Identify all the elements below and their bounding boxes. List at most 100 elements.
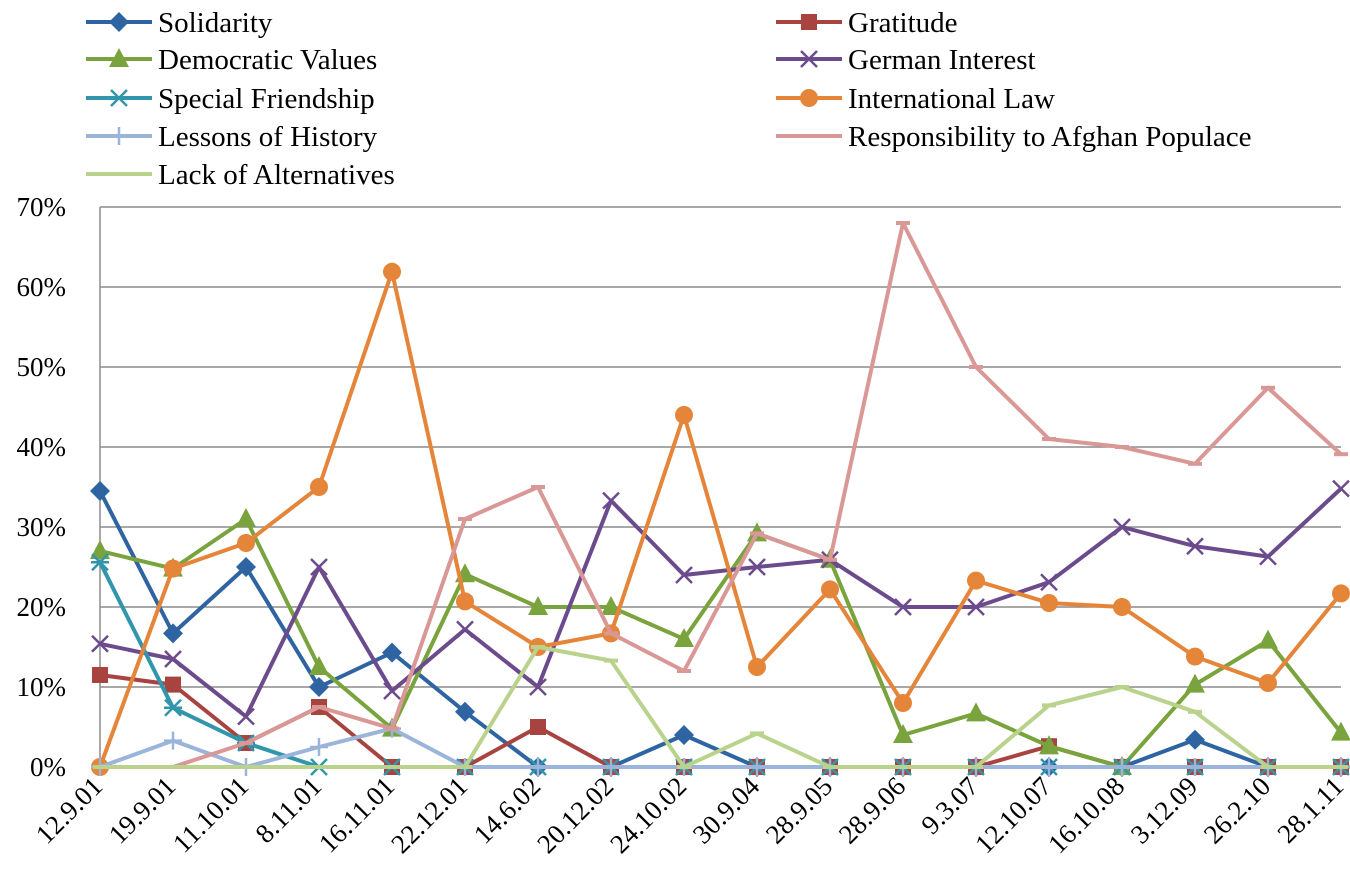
data-point — [1185, 729, 1205, 750]
data-point — [602, 758, 620, 776]
data-point — [237, 534, 255, 552]
x-tick-label: 22.12.01 — [385, 771, 473, 859]
data-point — [529, 678, 547, 696]
series-line — [100, 645, 1341, 769]
legend-item: Responsibility to Afghan Populace — [776, 121, 1252, 153]
data-point — [1331, 721, 1350, 741]
data-point — [602, 491, 620, 510]
legend-label: German Interest — [848, 44, 1036, 76]
data-point — [601, 596, 621, 615]
data-point — [165, 676, 181, 693]
x-tick-label: 16.10.08 — [1042, 771, 1130, 859]
data-point — [674, 628, 694, 647]
data-point — [237, 707, 255, 726]
data-point — [530, 719, 546, 735]
data-point — [1332, 479, 1350, 498]
data-point — [966, 702, 986, 722]
legend-item: Special Friendship — [86, 83, 375, 115]
data-point — [1040, 594, 1058, 612]
legend-label: Gratitude — [848, 7, 958, 39]
legend-label: Lessons of History — [158, 121, 378, 153]
legend-label: Democratic Values — [158, 44, 377, 76]
data-point — [674, 725, 694, 745]
data-point — [310, 558, 328, 576]
x-tick-label: 20.12.02 — [531, 771, 619, 859]
x-tick-label: 16.11.01 — [313, 771, 400, 858]
data-point — [675, 406, 693, 424]
series-line — [99, 517, 1343, 769]
x-tick-label: 9.3.07 — [915, 771, 984, 840]
legend-label: Special Friendship — [158, 83, 375, 115]
data-point — [164, 698, 182, 717]
data-point — [1186, 537, 1204, 556]
legend-item: Lessons of History — [86, 121, 378, 153]
data-point — [382, 642, 402, 663]
data-point — [456, 620, 474, 639]
x-tick-label: 28.9.05 — [760, 771, 838, 849]
series-line — [98, 561, 1341, 769]
data-point — [1258, 629, 1278, 649]
data-point — [164, 650, 182, 668]
data-point — [1259, 547, 1277, 566]
series-german-interest — [91, 479, 1350, 726]
legend-label: Responsibility to Afghan Populace — [848, 121, 1252, 153]
data-point — [893, 724, 913, 743]
data-point — [1185, 673, 1205, 693]
series-layer — [90, 221, 1350, 777]
data-point — [967, 571, 985, 590]
data-point — [90, 540, 110, 559]
legend-label: Solidarity — [158, 7, 273, 39]
data-point — [92, 667, 108, 683]
data-point — [821, 580, 839, 599]
y-tick-label: 10% — [17, 672, 67, 702]
data-point — [1186, 758, 1204, 776]
data-point — [894, 598, 912, 616]
data-point — [748, 658, 766, 676]
y-tick-label: 20% — [17, 592, 67, 622]
legend-label: International Law — [848, 83, 1055, 115]
series-democratic-values — [90, 508, 1350, 775]
data-point — [528, 596, 548, 615]
data-point — [1113, 518, 1131, 536]
x-tick-label: 26.2.10 — [1198, 771, 1276, 849]
y-tick-label: 70% — [17, 192, 67, 222]
data-point — [456, 592, 474, 611]
data-point — [90, 481, 110, 501]
data-point — [91, 553, 109, 572]
x-tick-label: 3.12.09 — [1125, 771, 1203, 849]
x-tick-label: 28.1.11 — [1271, 771, 1349, 849]
series-lack-of-alternatives — [93, 645, 1348, 769]
x-tick-label: 11.10.01 — [167, 771, 254, 858]
legend-marker — [800, 89, 818, 107]
x-tick-label: 28.9.06 — [833, 771, 911, 849]
data-point — [163, 623, 183, 644]
data-point — [310, 738, 328, 756]
y-tick-label: 60% — [17, 272, 67, 302]
legend-label: Lack of Alternatives — [158, 159, 395, 191]
legend-marker — [110, 89, 128, 107]
legend-item: International Law — [776, 83, 1055, 115]
legend-marker — [800, 50, 818, 68]
data-point — [310, 478, 328, 496]
data-point — [748, 758, 766, 776]
data-point — [1113, 758, 1131, 776]
data-point — [1186, 647, 1204, 666]
data-point — [1259, 674, 1277, 692]
legend-marker — [110, 127, 128, 145]
series-line — [98, 269, 1343, 768]
data-point — [383, 262, 401, 281]
series-line — [99, 726, 1341, 769]
gridlines — [100, 206, 1341, 688]
data-point — [1040, 573, 1058, 592]
y-tick-label: 0% — [30, 752, 66, 782]
legend: Solidarity Gratitude Democratic Values Germ… — [86, 7, 1252, 191]
data-point — [1113, 598, 1131, 616]
data-point — [236, 508, 256, 527]
y-tick-label: 50% — [17, 352, 67, 382]
data-point — [236, 557, 256, 577]
x-tick-label: 12.10.07 — [969, 771, 1057, 859]
series-line — [100, 221, 1343, 769]
data-point — [164, 559, 182, 578]
data-point — [91, 634, 109, 653]
